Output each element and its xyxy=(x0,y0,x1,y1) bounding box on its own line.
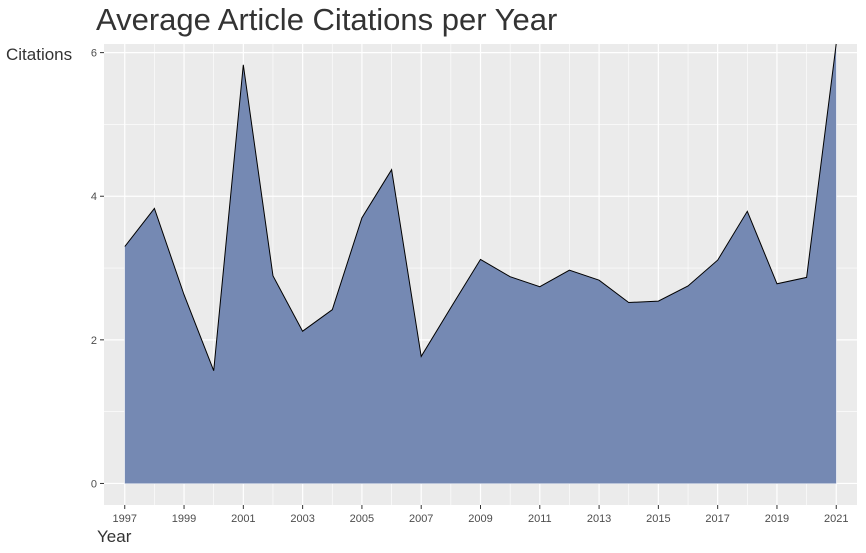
series-line xyxy=(124,43,837,371)
x-axis-ticks: 1997 1999 2001 2003 2005 2007 2009 2011 2013 2015… xyxy=(113,505,848,525)
chart-title: Average Article Citations per Year xyxy=(96,2,558,37)
x-tick-label: 1999 xyxy=(172,513,196,525)
x-axis-title: Year xyxy=(97,527,132,546)
x-tick-label: 2001 xyxy=(231,513,255,525)
y-tick-label: 0 xyxy=(91,478,97,490)
x-tick-label: 2017 xyxy=(705,513,729,525)
y-axis-title: Citations xyxy=(6,45,72,64)
y-tick-label: 4 xyxy=(91,191,97,203)
area-fill xyxy=(124,44,837,484)
y-axis-ticks: 0 2 4 6 xyxy=(91,48,104,490)
y-tick-label: 2 xyxy=(91,335,97,347)
x-tick-label: 2009 xyxy=(468,513,492,525)
x-tick-label: 2019 xyxy=(765,513,789,525)
y-tick-label: 6 xyxy=(91,48,97,60)
x-tick-label: 2013 xyxy=(587,513,611,525)
x-tick-label: 2005 xyxy=(350,513,374,525)
x-tick-label: 2003 xyxy=(290,513,314,525)
x-tick-label: 2011 xyxy=(528,513,552,525)
x-tick-label: 2007 xyxy=(409,513,433,525)
x-tick-label: 2021 xyxy=(824,513,848,525)
x-tick-label: 2015 xyxy=(646,513,670,525)
x-tick-label: 1997 xyxy=(113,513,137,525)
